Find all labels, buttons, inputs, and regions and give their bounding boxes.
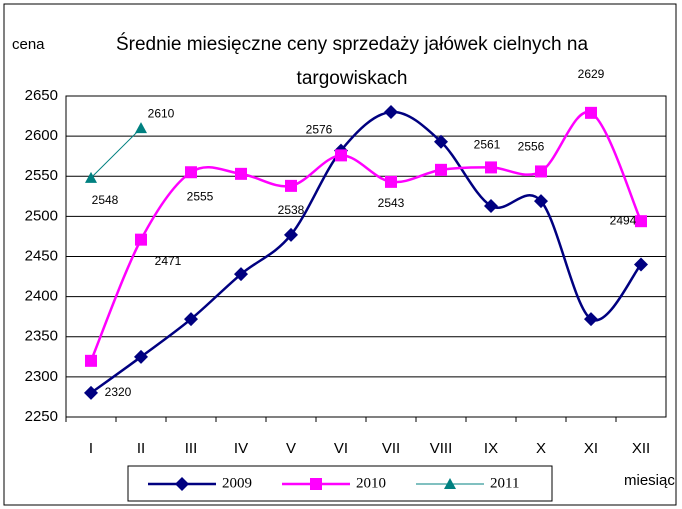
data-point [534, 194, 548, 209]
data-label: 2629 [578, 67, 605, 81]
x-tick-label: X [536, 440, 546, 457]
x-tick-label: V [286, 440, 296, 457]
y-axis-label: cena [12, 36, 45, 53]
data-label: 2320 [105, 385, 132, 399]
x-tick-label: VIII [430, 440, 453, 457]
data-label: 2548 [92, 193, 119, 207]
data-label: 2494 [610, 213, 637, 227]
legend-label: 2011 [490, 475, 519, 491]
legend-label: 2010 [356, 475, 386, 491]
y-tick-label: 2550 [25, 167, 58, 184]
data-point [435, 163, 447, 176]
data-point [134, 349, 148, 364]
data-point [84, 385, 98, 400]
y-tick-label: 2400 [25, 288, 58, 305]
data-point [85, 354, 97, 367]
x-tick-label: IX [484, 440, 498, 457]
y-tick-label: 2500 [25, 207, 58, 224]
x-tick-label: XII [632, 440, 650, 457]
data-point [234, 267, 248, 282]
y-tick-label: 2650 [25, 87, 58, 104]
data-point [85, 171, 97, 183]
legend-marker [310, 478, 322, 490]
data-label: 2555 [187, 189, 214, 203]
data-label: 2538 [278, 203, 305, 217]
series-line [90, 110, 642, 394]
data-point [584, 312, 598, 327]
x-tick-label: VII [382, 440, 400, 457]
y-tick-label: 2600 [25, 127, 58, 144]
legend-marker [175, 477, 189, 491]
x-tick-label: IV [234, 440, 248, 457]
data-point [285, 179, 297, 192]
data-label: 2561 [474, 138, 501, 152]
y-tick-label: 2300 [25, 368, 58, 385]
legend-marker [444, 478, 456, 489]
data-point [185, 166, 197, 179]
data-point [135, 233, 147, 246]
chart-title: Średnie miesięczne ceny sprzedaży jałówe… [115, 34, 589, 89]
x-tick-label: XI [584, 440, 598, 457]
data-point [485, 161, 497, 174]
x-tick-label: II [137, 440, 145, 457]
y-tick-label: 2450 [25, 247, 58, 264]
legend-label: 2009 [222, 475, 252, 491]
data-point [635, 215, 647, 228]
data-point [535, 165, 547, 178]
data-point [184, 312, 198, 327]
x-tick-label: I [89, 440, 93, 457]
data-point [384, 105, 398, 120]
series-line [89, 110, 643, 362]
data-point [335, 149, 347, 162]
data-label: 2610 [148, 106, 175, 120]
y-tick-label: 2250 [25, 408, 58, 425]
chart-border [3, 3, 677, 506]
data-point [385, 175, 397, 188]
y-tick-label: 2350 [25, 328, 58, 345]
data-point [235, 167, 247, 180]
series-line [90, 127, 142, 179]
data-label: 2576 [306, 123, 333, 137]
data-label: 2471 [155, 254, 182, 268]
data-label: 2543 [378, 196, 405, 210]
x-tick-label: VI [334, 440, 348, 457]
data-point [284, 227, 298, 242]
data-point [135, 122, 147, 134]
data-point [585, 106, 597, 119]
data-point [634, 257, 648, 272]
x-axis-label: miesiąc [624, 472, 675, 489]
x-tick-label: III [185, 440, 198, 457]
data-label: 2556 [518, 140, 545, 154]
data-point [434, 134, 448, 149]
data-point [484, 198, 498, 213]
